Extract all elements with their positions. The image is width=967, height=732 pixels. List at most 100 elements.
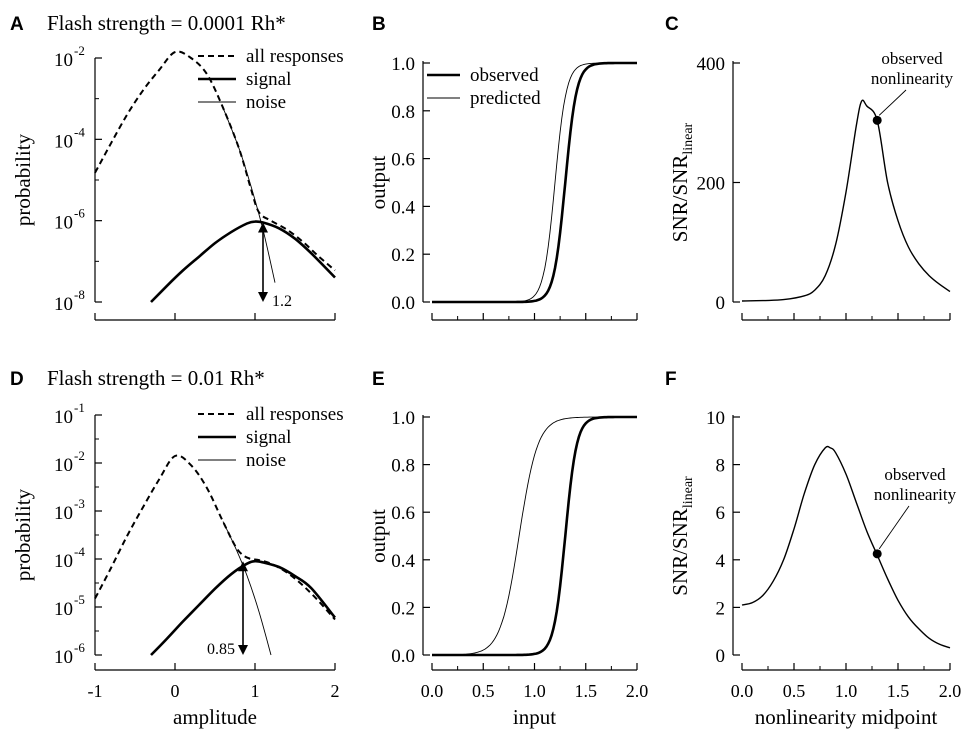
series-line-signal bbox=[150, 559, 337, 656]
annotation-label: 0.85 bbox=[207, 641, 235, 658]
point-annotation-line1: observed bbox=[881, 49, 943, 68]
y-tick-label: 0.6 bbox=[391, 150, 415, 171]
y-tick-exponent: -2 bbox=[74, 448, 85, 463]
y-tick-exponent: -8 bbox=[74, 287, 85, 302]
y-axis-label-main: probability bbox=[11, 488, 35, 581]
annotation-arrow-head-down bbox=[238, 645, 248, 655]
y-tick-label: 0.0 bbox=[391, 646, 415, 667]
y-tick-label: 10 bbox=[54, 599, 73, 620]
x-tick-label: 2.0 bbox=[939, 681, 962, 701]
panel-f: F 0.0 0.5 1.0 1.5 2.0 0 2 4 6 8 10 SNR/SNRlinear nonl… bbox=[665, 369, 961, 729]
y-axis-label: output bbox=[366, 156, 390, 210]
y-tick-label: 10 bbox=[706, 408, 725, 429]
series-line-noise bbox=[222, 521, 272, 656]
point-annotation-leader bbox=[878, 505, 910, 550]
panel-letter-d: D bbox=[10, 369, 24, 390]
y-axis-label-main: output bbox=[366, 156, 390, 210]
series-line-all-responses bbox=[94, 454, 336, 621]
legend-label: noise bbox=[246, 92, 286, 113]
y-axis-label-main: SNR/SNR bbox=[668, 155, 692, 243]
x-tick-label: 1.0 bbox=[835, 681, 858, 701]
legend-label: all responses bbox=[246, 46, 344, 67]
observed-point bbox=[872, 115, 882, 125]
x-tick-label: 0.5 bbox=[783, 681, 806, 701]
series-line-0 bbox=[741, 445, 951, 649]
series-line-predicted bbox=[432, 62, 637, 303]
y-tick-label: 0.2 bbox=[391, 245, 415, 266]
legend-label: noise bbox=[246, 450, 286, 471]
y-axis-label: SNR/SNRlinear bbox=[668, 122, 696, 242]
y-tick-label: 10 bbox=[54, 294, 73, 315]
y-tick-label: 0.8 bbox=[391, 456, 415, 477]
y-tick-label: 1.0 bbox=[391, 408, 415, 429]
y-tick-label: 10 bbox=[54, 407, 73, 428]
y-tick-label: 0.4 bbox=[391, 197, 415, 218]
y-tick-label: 10 bbox=[54, 50, 73, 71]
y-tick-exponent: -2 bbox=[74, 43, 85, 58]
y-tick-label: 0.4 bbox=[391, 551, 415, 572]
panel-letter-a: A bbox=[10, 14, 24, 35]
y-tick-label: 1.0 bbox=[391, 54, 415, 75]
panel-letter-e: E bbox=[372, 369, 385, 390]
legend-label: signal bbox=[246, 69, 291, 90]
x-tick-label: -1 bbox=[88, 681, 103, 701]
legend-label: all responses bbox=[246, 404, 344, 425]
x-tick-label: 0.0 bbox=[731, 681, 754, 701]
legend-label: predicted bbox=[470, 88, 541, 109]
y-tick-label: 8 bbox=[716, 456, 726, 477]
panel-letter-f: F bbox=[665, 369, 677, 390]
x-axis-label: input bbox=[513, 705, 556, 729]
y-tick-label: 4 bbox=[716, 551, 726, 572]
panel-title-d: Flash strength = 0.01 Rh* bbox=[47, 366, 265, 390]
x-tick-label: 2 bbox=[331, 681, 340, 701]
panel-c: C 0 200 400 SNR/SNRlinear observednonlinearit… bbox=[665, 14, 954, 321]
y-tick-exponent: -4 bbox=[74, 124, 85, 139]
annotation-label: 1.2 bbox=[272, 293, 292, 310]
y-axis-label-subscript: linear bbox=[681, 122, 696, 154]
y-axis-label-main: probability bbox=[11, 133, 35, 226]
point-annotation-line1: observed bbox=[884, 465, 946, 484]
y-axis-label: SNR/SNRlinear bbox=[668, 476, 696, 596]
y-tick-label: 6 bbox=[716, 503, 726, 524]
legend-label: observed bbox=[470, 65, 539, 86]
x-tick-label: 1.5 bbox=[887, 681, 910, 701]
panel-letter-c: C bbox=[665, 14, 679, 35]
y-tick-exponent: -4 bbox=[74, 544, 85, 559]
x-axis-label: amplitude bbox=[173, 705, 257, 729]
y-tick-label: 0.2 bbox=[391, 598, 415, 619]
legend-label: signal bbox=[246, 427, 291, 448]
y-axis-label: probability bbox=[11, 488, 35, 581]
y-tick-label: 10 bbox=[54, 503, 73, 524]
y-tick-label: 200 bbox=[697, 174, 726, 195]
y-tick-label: 10 bbox=[54, 131, 73, 152]
panel-letter-b: B bbox=[372, 14, 386, 35]
x-tick-label: 2.0 bbox=[626, 681, 649, 701]
series-line-all-responses bbox=[94, 50, 336, 272]
series-line-predicted bbox=[432, 416, 637, 656]
series-line-observed bbox=[432, 415, 637, 657]
annotation-arrow-head-up bbox=[238, 561, 248, 572]
y-axis-label-main: output bbox=[366, 509, 390, 563]
series-line-noise bbox=[222, 107, 276, 283]
series-line-0 bbox=[741, 99, 951, 302]
y-tick-label: 10 bbox=[54, 213, 73, 234]
y-tick-label: 2 bbox=[716, 598, 726, 619]
y-tick-exponent: -5 bbox=[74, 592, 85, 607]
annotation-arrow-head-up bbox=[258, 222, 268, 233]
y-tick-label: 10 bbox=[54, 647, 73, 668]
y-axis-label: output bbox=[366, 509, 390, 563]
x-tick-label: 0 bbox=[171, 681, 180, 701]
panel-a: A Flash strength = 0.0001 Rh*10-810-610-4… bbox=[10, 11, 344, 321]
y-tick-label: 0 bbox=[716, 293, 726, 314]
panel-b: B 0.0 0.2 0.4 0.6 0.8 1.0 output observedpredict… bbox=[366, 14, 638, 321]
y-tick-exponent: -6 bbox=[74, 206, 85, 221]
y-tick-label: 10 bbox=[54, 455, 73, 476]
point-annotation-leader bbox=[878, 89, 907, 116]
y-tick-label: 0.6 bbox=[391, 503, 415, 524]
y-axis-label: probability bbox=[11, 133, 35, 226]
y-tick-label: 0.8 bbox=[391, 102, 415, 123]
y-tick-exponent: -3 bbox=[74, 496, 85, 511]
y-tick-label: 400 bbox=[697, 54, 726, 75]
y-tick-exponent: -6 bbox=[74, 640, 85, 655]
